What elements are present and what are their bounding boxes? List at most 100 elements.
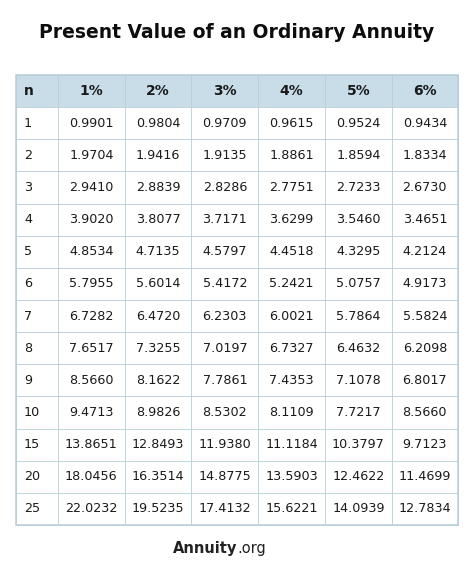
Text: 14.0939: 14.0939	[332, 502, 384, 516]
Text: 5.7864: 5.7864	[336, 310, 381, 323]
Bar	[58, 236, 125, 268]
Bar	[191, 461, 258, 493]
Text: 7.3255: 7.3255	[136, 342, 181, 354]
Bar	[258, 332, 325, 364]
Text: 4.5797: 4.5797	[202, 245, 247, 258]
Text: 3.5460: 3.5460	[336, 213, 381, 226]
Text: 1: 1	[24, 117, 32, 130]
Bar	[58, 139, 125, 171]
Text: 15: 15	[24, 438, 40, 451]
Text: Annuity: Annuity	[173, 542, 237, 556]
Text: 11.9380: 11.9380	[199, 438, 251, 451]
Bar	[258, 300, 325, 332]
Text: 25: 25	[24, 502, 40, 516]
Text: 7.7217: 7.7217	[336, 406, 381, 419]
Bar	[16, 171, 58, 204]
Bar	[392, 139, 458, 171]
Text: 1.8334: 1.8334	[402, 149, 447, 162]
Text: 3.6299: 3.6299	[269, 213, 314, 226]
Text: 12.4622: 12.4622	[332, 471, 384, 483]
Text: 15.6221: 15.6221	[265, 502, 318, 516]
Text: 11.1184: 11.1184	[265, 438, 318, 451]
Text: 6.8017: 6.8017	[402, 374, 447, 387]
Text: 0.9709: 0.9709	[202, 117, 247, 130]
Text: 7.6517: 7.6517	[69, 342, 114, 354]
Text: 0.9804: 0.9804	[136, 117, 180, 130]
Text: 9.7123: 9.7123	[402, 438, 447, 451]
Text: 12.7834: 12.7834	[399, 502, 451, 516]
Bar	[325, 268, 392, 300]
Text: 7.4353: 7.4353	[269, 374, 314, 387]
Text: 6.0021: 6.0021	[269, 310, 314, 323]
Text: 7.1078: 7.1078	[336, 374, 381, 387]
Text: 5.0757: 5.0757	[336, 278, 381, 290]
Text: 5.5824: 5.5824	[402, 310, 447, 323]
Bar	[125, 139, 191, 171]
Bar	[392, 107, 458, 139]
Bar	[191, 332, 258, 364]
Text: 5%: 5%	[346, 84, 370, 98]
Text: 2: 2	[24, 149, 32, 162]
Bar	[125, 75, 191, 107]
Text: 1.8861: 1.8861	[269, 149, 314, 162]
Text: 8.5660: 8.5660	[69, 374, 114, 387]
Bar	[325, 364, 392, 397]
Bar	[58, 364, 125, 397]
Text: 17.4132: 17.4132	[199, 502, 251, 516]
Bar	[191, 493, 258, 525]
Bar	[392, 332, 458, 364]
Bar	[191, 139, 258, 171]
Bar	[258, 428, 325, 461]
Text: .org: .org	[237, 542, 266, 556]
Text: 1%: 1%	[80, 84, 103, 98]
Bar	[125, 107, 191, 139]
Bar	[58, 204, 125, 236]
Text: 6.7282: 6.7282	[69, 310, 114, 323]
Bar	[191, 236, 258, 268]
Text: 4.7135: 4.7135	[136, 245, 181, 258]
Text: 3.7171: 3.7171	[202, 213, 247, 226]
Text: 4.9173: 4.9173	[402, 278, 447, 290]
Text: 13.8651: 13.8651	[65, 438, 118, 451]
Bar	[325, 139, 392, 171]
Bar	[325, 236, 392, 268]
Text: 8.5302: 8.5302	[202, 406, 247, 419]
Text: 1.9135: 1.9135	[202, 149, 247, 162]
Text: 2.8286: 2.8286	[203, 181, 247, 194]
Text: 5.2421: 5.2421	[269, 278, 314, 290]
Text: 3.9020: 3.9020	[69, 213, 114, 226]
Bar	[16, 107, 58, 139]
Bar	[16, 236, 58, 268]
Bar	[125, 397, 191, 428]
Text: Present Value of an Ordinary Annuity: Present Value of an Ordinary Annuity	[39, 23, 435, 42]
Text: 4: 4	[24, 213, 32, 226]
Text: 7.7861: 7.7861	[202, 374, 247, 387]
Text: 9: 9	[24, 374, 32, 387]
Bar	[258, 364, 325, 397]
Bar	[392, 397, 458, 428]
Bar	[16, 75, 458, 525]
Bar	[16, 300, 58, 332]
Bar	[258, 204, 325, 236]
Bar	[58, 268, 125, 300]
Text: 10.3797: 10.3797	[332, 438, 385, 451]
Text: 10: 10	[24, 406, 40, 419]
Text: 2.6730: 2.6730	[402, 181, 447, 194]
Bar	[191, 428, 258, 461]
Bar	[258, 171, 325, 204]
Bar	[258, 75, 325, 107]
Text: 11.4699: 11.4699	[399, 471, 451, 483]
Bar	[16, 75, 58, 107]
Text: 12.8493: 12.8493	[132, 438, 184, 451]
Bar	[258, 397, 325, 428]
Bar	[392, 364, 458, 397]
Bar	[325, 171, 392, 204]
Bar	[392, 461, 458, 493]
Bar	[258, 268, 325, 300]
Bar	[392, 75, 458, 107]
Text: 6.4720: 6.4720	[136, 310, 180, 323]
Bar	[258, 139, 325, 171]
Text: 6.4632: 6.4632	[336, 342, 381, 354]
Text: 2.7751: 2.7751	[269, 181, 314, 194]
Bar	[125, 236, 191, 268]
